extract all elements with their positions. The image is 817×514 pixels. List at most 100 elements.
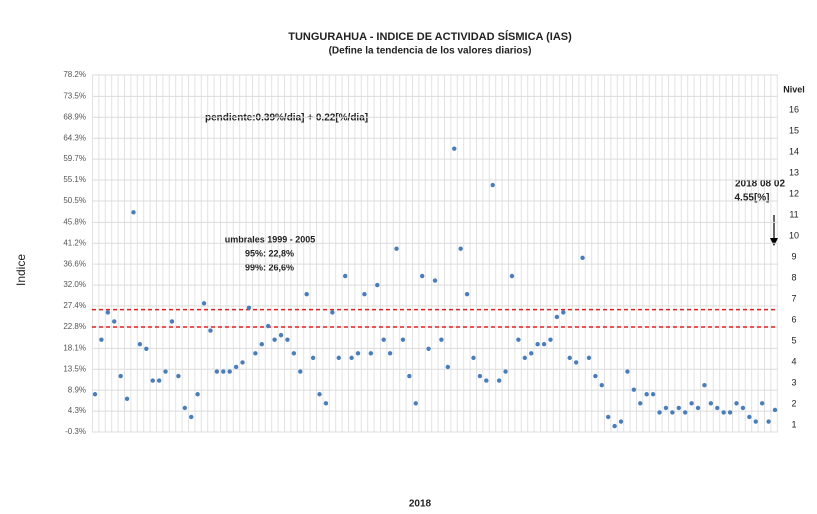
y-tick-label: 59.7% (63, 154, 86, 163)
data-point (304, 292, 309, 297)
data-point (606, 414, 611, 420)
data-point (612, 423, 617, 429)
data-point (150, 378, 155, 383)
y2-tick-label: 6 (791, 314, 796, 324)
data-point (266, 323, 271, 329)
data-point (176, 373, 181, 379)
data-point (676, 405, 681, 411)
y2-tick-label: 11 (789, 209, 798, 219)
data-point (541, 342, 547, 347)
data-point (721, 410, 726, 415)
data-point (689, 401, 694, 406)
data-point (221, 369, 226, 374)
y2-tick-label: 4 (791, 356, 796, 366)
y2-tick-label: 10 (789, 230, 799, 240)
chart-subtitle: (Define la tendencia de los valores diar… (329, 46, 532, 57)
threshold-label: 95%: 22,8% (245, 248, 294, 258)
y-tick-label: -0.3% (65, 427, 86, 436)
data-point (503, 369, 508, 374)
data-point (740, 405, 746, 411)
data-point (561, 310, 566, 315)
data-point (644, 392, 649, 397)
data-point (387, 351, 393, 356)
y2-tick-label: 15 (789, 125, 799, 135)
y-tick-label: 36.6% (63, 259, 86, 268)
data-point (715, 405, 720, 411)
last-date: 2018 08 02 (735, 179, 785, 190)
data-point (702, 382, 707, 388)
data-point (272, 337, 277, 342)
data-point (663, 405, 669, 411)
data-point (253, 351, 258, 356)
data-point (124, 396, 130, 402)
slope-note: pendiente:0.39%/dia] + 0.22[%/dia] (205, 113, 368, 124)
data-point (554, 314, 560, 320)
data-point (747, 414, 752, 420)
data-point (535, 342, 540, 347)
data-point (573, 360, 579, 365)
data-point (214, 369, 220, 374)
data-point (118, 373, 123, 379)
y2-tick-label: 12 (789, 188, 799, 198)
data-point (259, 342, 264, 347)
y-tick-label: 73.5% (63, 91, 86, 100)
data-point (394, 246, 399, 251)
data-point (766, 419, 771, 424)
data-point (156, 378, 162, 383)
data-point (201, 301, 207, 306)
y-tick-label: 4.3% (68, 406, 86, 415)
y2-tick-label: 8 (791, 272, 796, 282)
data-point (92, 392, 98, 397)
data-point (638, 401, 643, 406)
data-point (682, 410, 688, 415)
data-point (445, 364, 451, 370)
x-axis-label: 2018 (409, 499, 432, 510)
data-point (163, 369, 168, 374)
data-point (484, 378, 489, 383)
data-point (516, 337, 521, 342)
data-point (753, 419, 758, 424)
data-point (471, 355, 476, 361)
y-tick-label: 78.2% (63, 70, 86, 79)
y2-tick-label: 9 (791, 251, 796, 261)
threshold-label: 99%: 26,6% (245, 262, 294, 272)
data-point (458, 246, 463, 251)
data-point (477, 373, 483, 379)
data-point (298, 369, 303, 374)
data-point (99, 337, 104, 342)
y2-tick-label: 2 (791, 398, 796, 408)
data-point (407, 373, 412, 379)
data-point (413, 401, 418, 406)
y2-axis-label: Nivel (783, 84, 805, 94)
data-point (400, 337, 406, 342)
data-point (195, 392, 200, 397)
y-tick-label: 41.2% (63, 238, 86, 247)
y2-tick-label: 16 (789, 104, 799, 114)
data-point (317, 392, 322, 397)
data-point (432, 278, 438, 283)
data-point (246, 305, 252, 311)
data-point (285, 337, 290, 342)
data-point (625, 369, 630, 374)
y-tick-label: 55.1% (63, 175, 86, 184)
data-point (548, 337, 553, 342)
data-point (137, 342, 143, 347)
y-axis-label: Indice (14, 254, 28, 286)
data-point (650, 392, 656, 397)
y-tick-label: 45.8% (63, 217, 86, 226)
data-point (464, 292, 470, 297)
y-tick-label: 32.0% (63, 280, 86, 289)
data-point (381, 337, 386, 342)
data-point (144, 346, 149, 351)
y-tick-label: 27.4% (63, 301, 86, 310)
data-point (233, 364, 239, 370)
data-point (419, 273, 425, 279)
data-point (490, 182, 495, 188)
data-point (772, 407, 778, 413)
data-point (169, 319, 175, 324)
data-point (189, 414, 194, 420)
y-tick-label: 64.3% (63, 133, 86, 142)
data-point (522, 355, 528, 361)
